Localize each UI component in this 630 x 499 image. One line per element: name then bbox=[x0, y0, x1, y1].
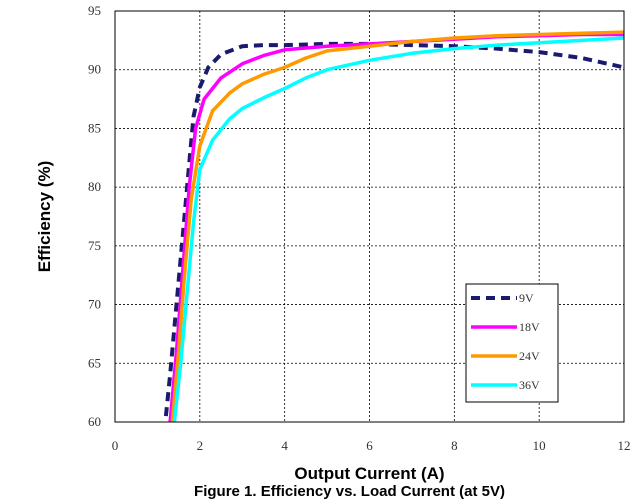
x-tick-label: 4 bbox=[281, 438, 288, 453]
y-tick-label: 85 bbox=[88, 120, 101, 135]
x-axis-title: Output Current (A) bbox=[294, 464, 444, 483]
x-tick-label: 6 bbox=[366, 438, 373, 453]
x-tick-label: 2 bbox=[197, 438, 204, 453]
legend-label: 9V bbox=[519, 291, 534, 305]
y-tick-label: 95 bbox=[88, 3, 101, 18]
x-tick-label: 8 bbox=[451, 438, 458, 453]
y-tick-label: 60 bbox=[88, 414, 101, 429]
x-tick-label: 0 bbox=[112, 438, 119, 453]
legend: 9V 18V 24V 36V bbox=[465, 283, 559, 403]
x-tick-label: 10 bbox=[533, 438, 546, 453]
y-tick-label: 75 bbox=[88, 238, 101, 253]
y-tick-label: 70 bbox=[88, 297, 101, 312]
y-axis-title: Efficiency (%) bbox=[35, 161, 54, 272]
series-lines bbox=[163, 30, 624, 422]
legend-label: 24V bbox=[519, 349, 540, 363]
x-tick-label: 12 bbox=[618, 438, 630, 453]
plot-frame bbox=[114, 10, 625, 423]
tick-labels: 60 65 70 75 80 85 90 95 0 2 4 6 8 10 12 bbox=[88, 3, 630, 453]
series-line-24v bbox=[170, 30, 624, 422]
figure-caption: Figure 1. Efficiency vs. Load Current (a… bbox=[194, 483, 505, 499]
legend-label: 18V bbox=[519, 320, 540, 334]
legend-label: 36V bbox=[519, 378, 540, 392]
y-tick-label: 65 bbox=[88, 355, 101, 370]
legend-box bbox=[465, 283, 559, 403]
series-line-36v bbox=[172, 36, 624, 422]
y-tick-label: 90 bbox=[88, 62, 101, 77]
y-tick-label: 80 bbox=[88, 179, 101, 194]
